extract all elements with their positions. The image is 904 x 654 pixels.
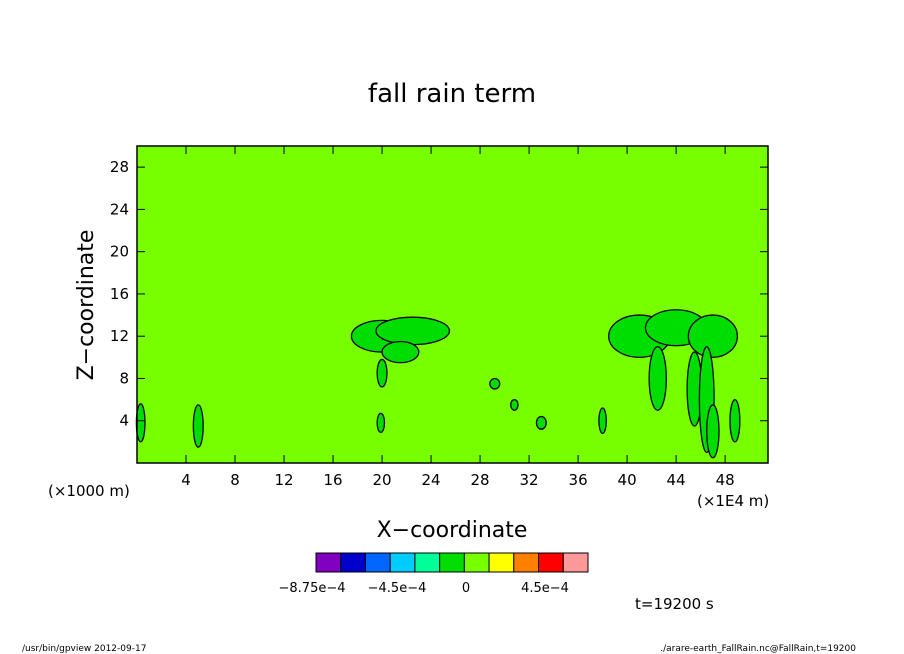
x-unit-right: (×1E4 m) xyxy=(697,492,769,510)
colorbar-swatch xyxy=(315,552,342,573)
colorbar-labels: −8.75e−4 −4.5e−4 0 4.5e−4 xyxy=(279,581,569,596)
colorbar-label: 0 xyxy=(462,581,470,596)
rain-cell-4 xyxy=(376,412,386,434)
x-tick-label: 16 xyxy=(323,471,342,489)
footer-left: /usr/bin/gpview 2012-09-17 xyxy=(22,644,146,654)
y-tick-label: 20 xyxy=(110,243,129,261)
time-label: t=19200 s xyxy=(635,595,714,613)
colorbar-swatch xyxy=(488,552,515,573)
rain-cell-16 xyxy=(535,415,547,430)
rain-cell-13 xyxy=(706,404,720,459)
footer-right: ./arare-earth_FallRain.nc@FallRain,t=192… xyxy=(660,644,856,654)
rain-cell-1 xyxy=(375,316,451,346)
x-axis-ticks: 4 8 12 16 20 24 28 32 36 40 44 48 xyxy=(181,146,735,489)
x-tick-label: 28 xyxy=(471,471,490,489)
colorbar-swatch xyxy=(340,552,366,573)
rain-cell-14 xyxy=(598,407,607,435)
y-tick-label: 16 xyxy=(110,285,129,303)
rain-cell-17 xyxy=(510,398,519,411)
colorbar-swatch xyxy=(389,552,416,573)
x-unit-left: (×1000 m) xyxy=(48,482,130,500)
y-tick-label: 24 xyxy=(110,200,129,218)
colorbar-swatch xyxy=(463,552,490,573)
x-tick-label: 44 xyxy=(667,471,686,489)
chart-title: fall rain term xyxy=(368,79,536,109)
colorbar-label: −4.5e−4 xyxy=(368,581,427,596)
y-tick-label: 12 xyxy=(110,327,129,345)
rain-cell-15 xyxy=(729,398,741,443)
x-tick-label: 32 xyxy=(520,471,539,489)
rain-cell-3 xyxy=(376,358,388,388)
colorbar-swatch xyxy=(513,552,540,573)
x-tick-label: 36 xyxy=(569,471,588,489)
rain-cell-10 xyxy=(648,346,667,411)
rain-cell-9 xyxy=(687,314,739,358)
colorbar-label: −8.75e−4 xyxy=(279,581,346,596)
colorbar-label: 4.5e−4 xyxy=(521,581,569,596)
colorbar xyxy=(315,552,589,573)
colorbar-swatch xyxy=(439,552,465,573)
x-tick-label: 8 xyxy=(230,471,240,489)
rain-cell-18 xyxy=(489,377,501,390)
x-tick-label: 24 xyxy=(422,471,441,489)
colorbar-swatch xyxy=(562,552,589,573)
rain-cell-6 xyxy=(192,404,204,448)
rain-cells xyxy=(135,309,741,459)
colorbar-swatch xyxy=(364,552,391,573)
colorbar-swatch xyxy=(414,552,441,573)
y-axis-label: Z−coordinate xyxy=(74,230,99,381)
y-tick-label: 28 xyxy=(110,158,129,176)
x-tick-label: 20 xyxy=(373,471,392,489)
rain-cell-2 xyxy=(381,340,420,364)
x-tick-label: 12 xyxy=(274,471,293,489)
plot-area xyxy=(137,146,768,463)
y-axis-ticks: 4 8 12 16 20 24 28 xyxy=(110,158,768,430)
y-tick-label: 4 xyxy=(119,412,129,430)
colorbar-swatch xyxy=(538,552,564,573)
y-tick-label: 8 xyxy=(119,369,129,387)
x-tick-label: 4 xyxy=(181,471,191,489)
x-tick-label: 48 xyxy=(716,471,735,489)
plot-frame xyxy=(136,145,769,464)
x-tick-label: 40 xyxy=(618,471,637,489)
x-axis-label: X−coordinate xyxy=(377,518,528,543)
